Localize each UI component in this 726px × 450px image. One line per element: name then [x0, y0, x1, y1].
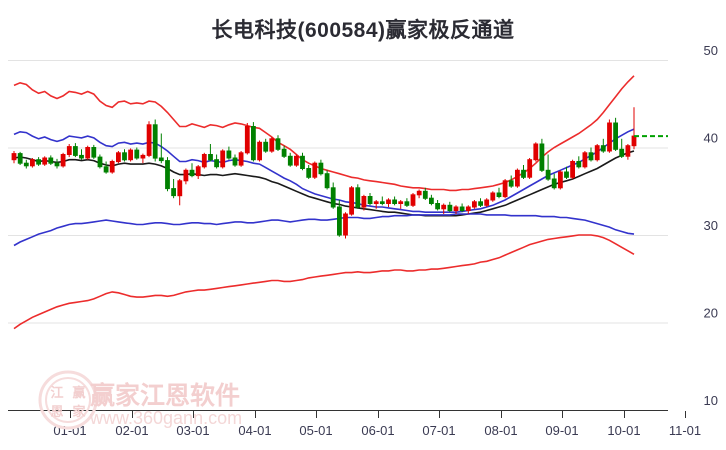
page-title: 长电科技(600584)赢家极反通道: [211, 19, 515, 42]
candlestick-series: [11, 107, 637, 239]
svg-text:07-01: 07-01: [422, 423, 455, 438]
svg-text:20: 20: [704, 306, 718, 321]
svg-text:02-01: 02-01: [115, 423, 148, 438]
svg-text:30: 30: [704, 218, 718, 233]
svg-text:40: 40: [704, 131, 718, 146]
svg-text:05-01: 05-01: [299, 423, 332, 438]
svg-text:10: 10: [704, 393, 718, 408]
svg-text:09-01: 09-01: [545, 423, 578, 438]
svg-text:01-01: 01-01: [53, 423, 86, 438]
channel-band-lines: [13, 75, 635, 330]
svg-text:08-01: 08-01: [484, 423, 517, 438]
y-axis-tick-labels: 50 40 30 20 10: [704, 43, 718, 408]
svg-text:04-01: 04-01: [238, 423, 271, 438]
axes: [8, 410, 686, 418]
svg-text:50: 50: [704, 43, 718, 58]
svg-text:10-01: 10-01: [607, 423, 640, 438]
svg-text:11-01: 11-01: [669, 423, 701, 438]
svg-text:06-01: 06-01: [361, 423, 394, 438]
svg-text:03-01: 03-01: [176, 423, 209, 438]
x-axis-tick-labels: 01-01 02-01 03-01 04-01 05-01 06-01 07-01 08-01…: [53, 423, 701, 438]
